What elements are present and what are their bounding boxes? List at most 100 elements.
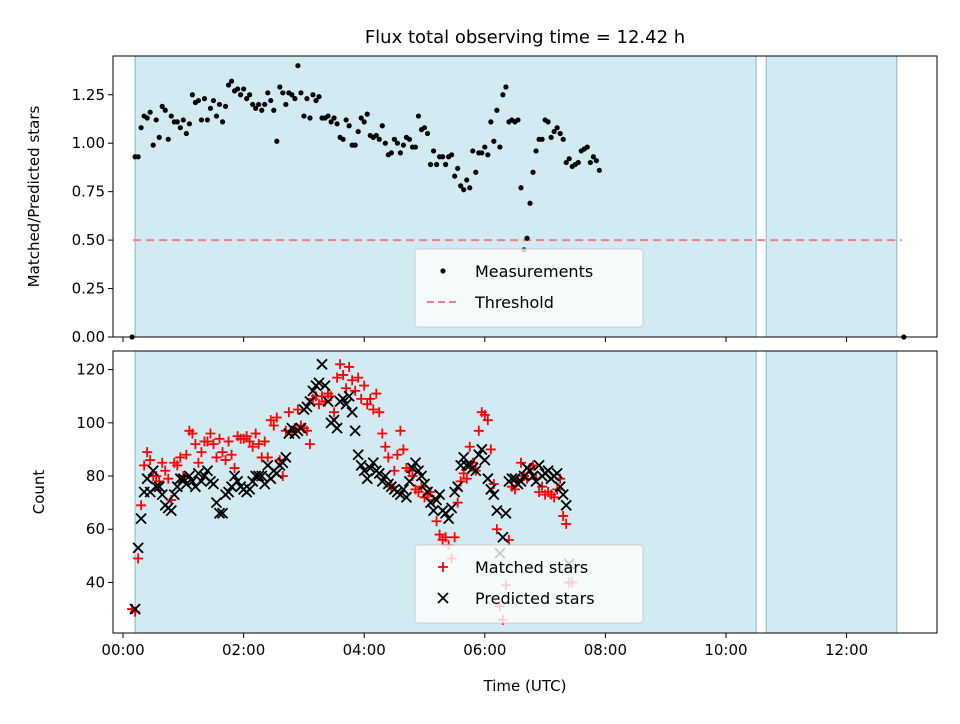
measurement-point (575, 159, 581, 166)
predicted-point (355, 459, 367, 472)
predicted-point (430, 494, 443, 506)
measurement-point (150, 142, 156, 148)
x-tick-label: 12:00 (825, 641, 868, 659)
matched-point (317, 391, 328, 402)
measurement-point (515, 117, 521, 123)
predicted-point (491, 504, 503, 517)
measurement-point (503, 84, 509, 90)
matched-point (142, 447, 153, 458)
legend-marker (438, 562, 448, 572)
predicted-point (277, 457, 289, 469)
predicted-point (216, 507, 229, 519)
matched-point (347, 375, 358, 386)
predicted-point (180, 478, 192, 490)
measurement-point (189, 92, 195, 98)
predicted-point (449, 486, 461, 498)
matched-point (482, 415, 493, 426)
measurement-point (331, 115, 337, 121)
matched-point (413, 487, 424, 497)
y-tick-label: 60 (86, 520, 105, 538)
predicted-point (415, 470, 428, 482)
predicted-point (201, 465, 214, 477)
matched-point (461, 473, 472, 484)
predicted-point (129, 603, 141, 615)
predicted-point (403, 475, 416, 487)
predicted-point (500, 507, 512, 519)
predicted-point (135, 512, 147, 525)
y-tick-label: 1.25 (72, 86, 105, 104)
measurement-point (364, 111, 370, 117)
matched-point (247, 441, 258, 452)
matched-point (304, 439, 315, 450)
predicted-point (337, 393, 349, 405)
measurement-point (216, 101, 223, 108)
measurement-point (204, 117, 211, 123)
legend: Measurements Threshold (414, 248, 644, 328)
predicted-point (301, 401, 313, 413)
predicted-point (533, 459, 545, 472)
matched-point (268, 420, 279, 431)
measurement-point (388, 150, 394, 156)
matched-point (196, 447, 207, 458)
predicted-point (470, 465, 482, 477)
predicted-point (210, 497, 223, 509)
predicted-point (346, 406, 358, 418)
measurement-point (518, 185, 524, 191)
measurement-point (527, 200, 533, 206)
ratio-panel: 0.00 0.25 0.50 0.75 1.00 1.25 Matched/Predicte… (25, 27, 938, 346)
matched-point (226, 449, 237, 460)
predicted-point (424, 497, 437, 509)
matched-point (292, 404, 303, 415)
measurement-point (244, 96, 250, 102)
matched-point (338, 369, 349, 380)
predicted-point (509, 473, 521, 485)
measurement-point (292, 96, 298, 102)
measurement-point (394, 140, 400, 146)
measurement-point (219, 119, 226, 125)
measurement-point (289, 92, 295, 98)
measurement-point (424, 130, 431, 137)
matched-point (181, 449, 192, 460)
measurement-point (593, 158, 599, 164)
measurement-point (238, 92, 244, 98)
predicted-point (397, 483, 410, 495)
measurement-point (587, 159, 593, 166)
predicted-point (195, 475, 208, 487)
predicted-point (256, 470, 268, 482)
measurement-point (159, 103, 165, 109)
matched-point (449, 532, 460, 543)
predicted-point (352, 449, 364, 461)
measurement-point (406, 136, 413, 142)
predicted-point (524, 465, 536, 477)
measurement-point (247, 92, 253, 98)
measurement-point (560, 136, 566, 142)
predicted-point (367, 457, 379, 469)
matched-point (241, 431, 252, 442)
predicted-point (442, 512, 455, 525)
observing-window (765, 55, 898, 338)
measurement-point (180, 117, 186, 123)
y-tick-label: 0.50 (72, 231, 105, 249)
predicted-point (141, 473, 153, 485)
measurement-point (183, 130, 189, 137)
predicted-point (412, 465, 425, 477)
matched-point (211, 452, 222, 463)
measurement-point (590, 154, 596, 160)
matched-point (452, 497, 463, 508)
measurement-point (283, 101, 289, 108)
measurement-point (334, 121, 340, 127)
matched-point (160, 465, 171, 476)
y-tick-label: 0.75 (72, 183, 105, 201)
measurement-point (421, 125, 428, 131)
predicted-point (515, 475, 527, 487)
predicted-point (349, 425, 361, 437)
predicted-point (406, 462, 419, 474)
predicted-point (171, 481, 183, 493)
measurement-point (198, 117, 205, 123)
predicted-point (150, 481, 162, 493)
measurement-point (551, 128, 557, 135)
measurement-point (500, 92, 506, 98)
measurement-point (485, 152, 491, 158)
predicted-point (271, 467, 283, 480)
measurement-point (301, 113, 307, 119)
